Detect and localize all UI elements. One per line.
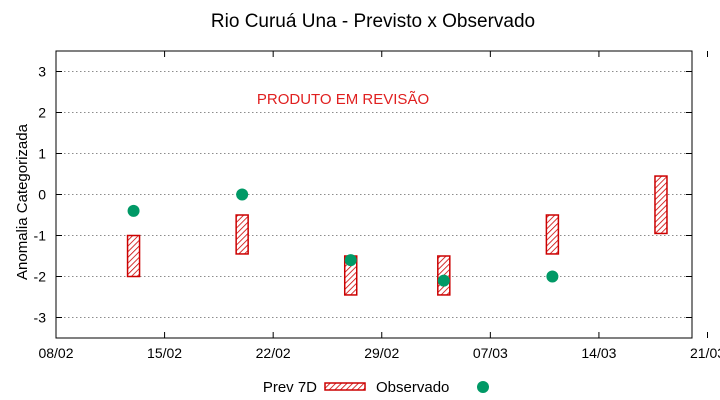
plot-frame xyxy=(55,50,693,339)
legend-label-observed: Observado xyxy=(376,379,449,396)
x-tick-label: 21/03 xyxy=(690,345,720,361)
x-tick-label: 07/03 xyxy=(473,345,508,361)
observed-point xyxy=(546,270,559,283)
y-tick-label: -2 xyxy=(34,269,47,285)
y-tick-label: 2 xyxy=(38,105,46,121)
x-tick-label: 22/02 xyxy=(256,345,291,361)
y-tick-label: -1 xyxy=(34,228,47,244)
revision-notice: PRODUTO EM REVISÃO xyxy=(257,91,429,108)
forecast-box xyxy=(654,175,668,235)
y-tick-label: 1 xyxy=(38,146,46,162)
forecast-box xyxy=(545,214,560,255)
y-tick-label: 0 xyxy=(38,187,46,203)
plot-area: 3 2 1 0 -1 -2 -3 08/02 15/02 22/02 29/02 07/03 14/03… xyxy=(34,50,720,361)
legend: Prev 7D Observado xyxy=(263,379,489,396)
x-tick-label: 29/02 xyxy=(364,345,399,361)
observed-point xyxy=(236,188,249,201)
chart-title: Rio Curuá Una - Previsto x Observado xyxy=(211,11,535,32)
legend-swatch-forecast xyxy=(324,382,366,391)
x-tick-label: 08/02 xyxy=(38,345,73,361)
x-tick-label: 14/03 xyxy=(581,345,616,361)
legend-label-forecast: Prev 7D xyxy=(263,379,317,396)
y-axis-label: Anomalia Categorizada xyxy=(14,123,31,280)
forecast-box xyxy=(126,234,141,278)
observed-point xyxy=(127,204,140,217)
observed-point xyxy=(344,254,357,267)
y-tick-label: 3 xyxy=(38,64,46,80)
legend-swatch-observed xyxy=(477,381,489,393)
observed-point xyxy=(437,274,450,287)
x-tick-label: 15/02 xyxy=(147,345,182,361)
y-tick-label: -3 xyxy=(34,310,47,326)
forecast-box xyxy=(235,214,249,255)
